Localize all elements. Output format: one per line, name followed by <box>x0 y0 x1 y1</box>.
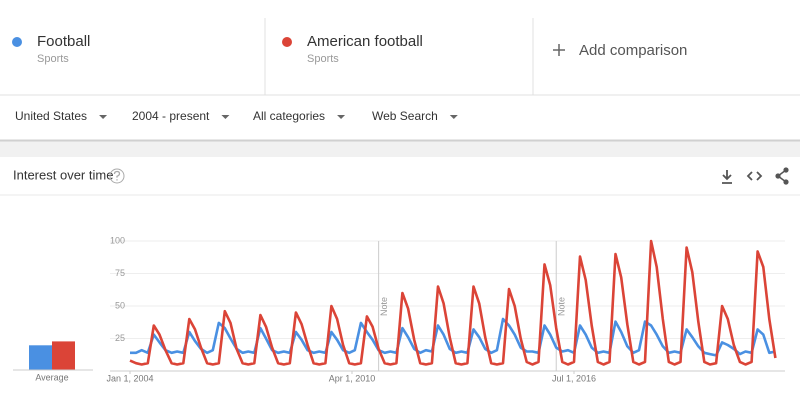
y-tick-label: 25 <box>115 333 125 343</box>
share-icon[interactable] <box>775 167 789 185</box>
term-name[interactable]: American football <box>307 33 423 50</box>
share-dot <box>775 173 781 179</box>
section-title: Interest over time <box>13 167 113 182</box>
help-icon[interactable] <box>109 168 125 184</box>
dropdown-arrow <box>99 115 108 119</box>
dropdown-arrow <box>221 115 230 119</box>
download-glyph <box>722 170 732 184</box>
help-glyph <box>113 170 121 181</box>
x-tick-label: Jan 1, 2004 <box>106 373 153 383</box>
download-icon[interactable] <box>722 170 732 184</box>
term-dot <box>12 37 22 47</box>
term-topic: Sports <box>307 53 339 65</box>
y-tick-label: 100 <box>110 235 125 245</box>
dropdown-arrow <box>449 115 458 119</box>
dropdown-arrow <box>337 115 346 119</box>
y-tick-label: 50 <box>115 300 125 310</box>
add-comparison-label[interactable]: Add comparison <box>579 42 687 59</box>
term-name[interactable]: Football <box>37 33 90 50</box>
note-label: Note <box>557 297 567 316</box>
embed-glyph <box>746 171 763 181</box>
plus-icon <box>553 44 565 56</box>
y-tick-label: 75 <box>115 268 125 278</box>
term-dot <box>282 37 292 47</box>
filter-dropdown[interactable]: All categories <box>253 109 325 123</box>
term-topic: Sports <box>37 53 69 65</box>
x-tick-label: Apr 1, 2010 <box>329 373 376 383</box>
share-dot <box>783 179 789 185</box>
share-dot <box>783 167 789 173</box>
average-bar <box>52 341 75 370</box>
filter-dropdown[interactable]: United States <box>15 109 87 123</box>
add-comparison[interactable]: Add comparison <box>553 42 687 59</box>
filter-dropdown[interactable]: 2004 - present <box>132 109 210 123</box>
series-line <box>129 239 777 366</box>
embed-icon[interactable] <box>746 171 763 181</box>
filter-dropdown[interactable]: Web Search <box>372 109 438 123</box>
gap-band <box>0 140 800 157</box>
note-label: Note <box>379 297 389 316</box>
average-label: Average <box>35 372 68 382</box>
help-circle <box>109 168 125 184</box>
x-tick-label: Jul 1, 2016 <box>552 373 596 383</box>
average-bar <box>29 345 52 370</box>
